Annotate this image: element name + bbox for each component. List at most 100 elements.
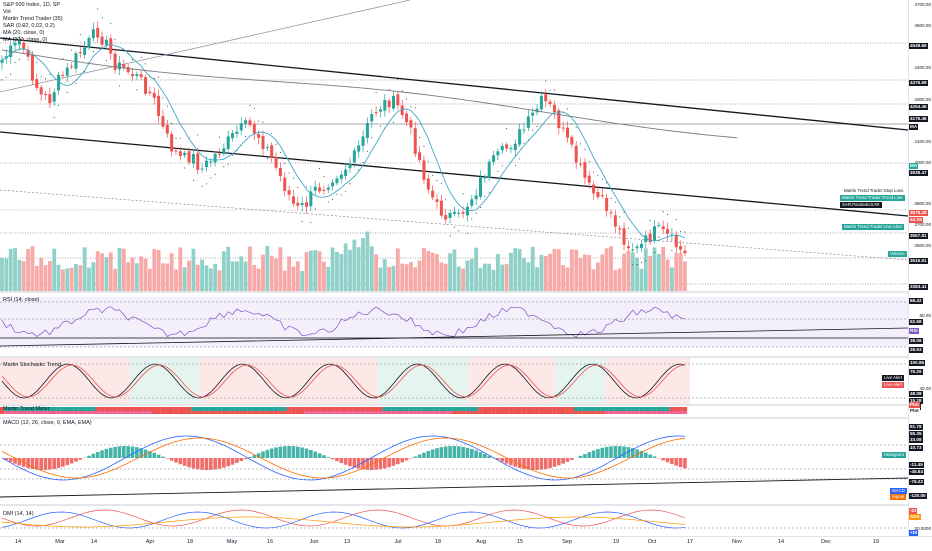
macd-histogram-bar [222,458,226,468]
sar-dot [367,151,368,152]
trend-meter-cell [430,411,434,414]
trend-meter-cell [270,411,274,414]
chart-title[interactable]: S&P 500 Index, 1D, SP [3,2,63,9]
volume-bar [126,262,130,291]
trend-meter-cell [613,411,617,414]
macd-pane-label[interactable]: MACD (12, 26, close, 9, EMA, EMA) [3,420,92,426]
macd-histogram-bar [61,458,65,467]
macd-histogram-bar [400,458,404,462]
trend-meter-cell [535,407,539,411]
candle [349,164,352,168]
macd-histogram-bar [357,458,361,469]
trend-meter-cell [183,407,187,411]
candle [544,94,547,101]
stoch-badge: 100.85 [909,360,925,366]
legend-ma20[interactable]: MA (20, close, 0) [3,30,63,37]
trend-meter-cell [126,411,130,414]
macd-histogram-bar [474,450,478,458]
candle [257,134,260,138]
candle [196,153,199,169]
sar-dot [684,232,685,233]
mtm-pane-label[interactable]: Martin Trend Meter [3,406,49,412]
legend-sar[interactable]: SAR (0.02, 0.02, 0.2) [3,23,63,30]
volume-bar [548,254,552,291]
dmi-pane-label[interactable]: DMI (14, 14) [3,511,34,517]
trend-meter-cell [78,411,82,414]
volume-bar [248,247,252,291]
volume-bar [513,248,517,291]
trend-meter-cell [509,411,513,414]
time-label: Oct [648,539,657,545]
trend-meter-cell [500,407,504,411]
sar-dot [428,161,429,162]
candle [188,151,191,162]
macd-histogram-bar [9,458,13,462]
rsi-pane-label[interactable]: RSI (14, close) [3,297,39,303]
parabolic-label: SAR:ParabolicSAR [840,202,882,208]
volume-bar [426,251,430,291]
price-tick: 4400.00 [914,65,931,70]
volume-bar [174,270,178,291]
trend-meter-cell [100,407,104,411]
price-chart[interactable] [0,0,908,536]
volume-bar [218,270,222,291]
trend-meter-cell [126,407,130,411]
macd-histogram-bar [383,458,387,468]
macd-histogram-bar [239,458,243,461]
volume-bar [183,267,187,291]
macd-histogram-bar [566,458,570,462]
stoch-pane-label[interactable]: Martin Stochastic Trend [3,362,61,368]
price-badge: MA [909,163,918,169]
legend-mtt[interactable]: Martin Trend Trader (35) [3,16,63,23]
volume-bar [370,246,374,291]
sar-dot [658,237,659,238]
macd-histogram-bar [396,458,400,464]
macd-histogram-bar [457,446,461,458]
price-tick: 3800.00 [914,201,931,206]
trend-meter-cell [322,407,326,411]
trend-meter-cell [465,411,469,414]
macd-histogram-bar [340,458,344,463]
legend-ma200[interactable]: MA (200, close, 0) [3,37,63,44]
trend-meter-cell [326,411,330,414]
volume-bar [379,268,383,291]
volume-bar [635,258,639,291]
upper-trend-line [0,38,908,130]
trend-meter-cell [165,407,169,411]
chart-area[interactable]: S&P 500 Index, 1D, SP Vol Martin Trend T… [0,0,908,536]
macd-histogram-bar [622,446,626,458]
trend-meter-cell [457,411,461,414]
volume-bar [553,249,557,291]
candle [483,177,486,179]
sar-dot [93,51,94,52]
trend-meter-cell [570,407,574,411]
trend-meter-cell [104,407,108,411]
macd-histogram-bar [131,446,135,458]
trend-meter-cell [365,411,369,414]
volume-bar [392,266,396,291]
macd-histogram-bar [648,454,652,458]
volume-bar [239,256,243,291]
sar-dot [284,163,285,164]
price-badge: 3516.91 [909,258,928,264]
macd-histogram-bar [479,452,483,458]
volume-bar [627,251,631,291]
macd-histogram-bar [666,458,670,462]
trend-meter-cell [578,407,582,411]
macd-histogram-bar [587,452,591,458]
trend-meter-cell [648,411,652,414]
candle [31,55,34,81]
volume-bar [274,259,278,291]
legend-vol[interactable]: Vol [3,9,63,16]
candle [166,125,169,134]
candle [383,100,386,111]
trend-meter-cell [69,411,73,414]
trend-meter-cell [87,407,91,411]
macd-histogram-bar [413,456,417,458]
volume-bar [561,265,565,291]
sar-dot [302,221,303,222]
macd-badge: 10.73 [909,445,923,451]
time-label: 17 [687,539,693,545]
time-axis[interactable] [0,536,932,551]
trend-meter-cell [357,411,361,414]
